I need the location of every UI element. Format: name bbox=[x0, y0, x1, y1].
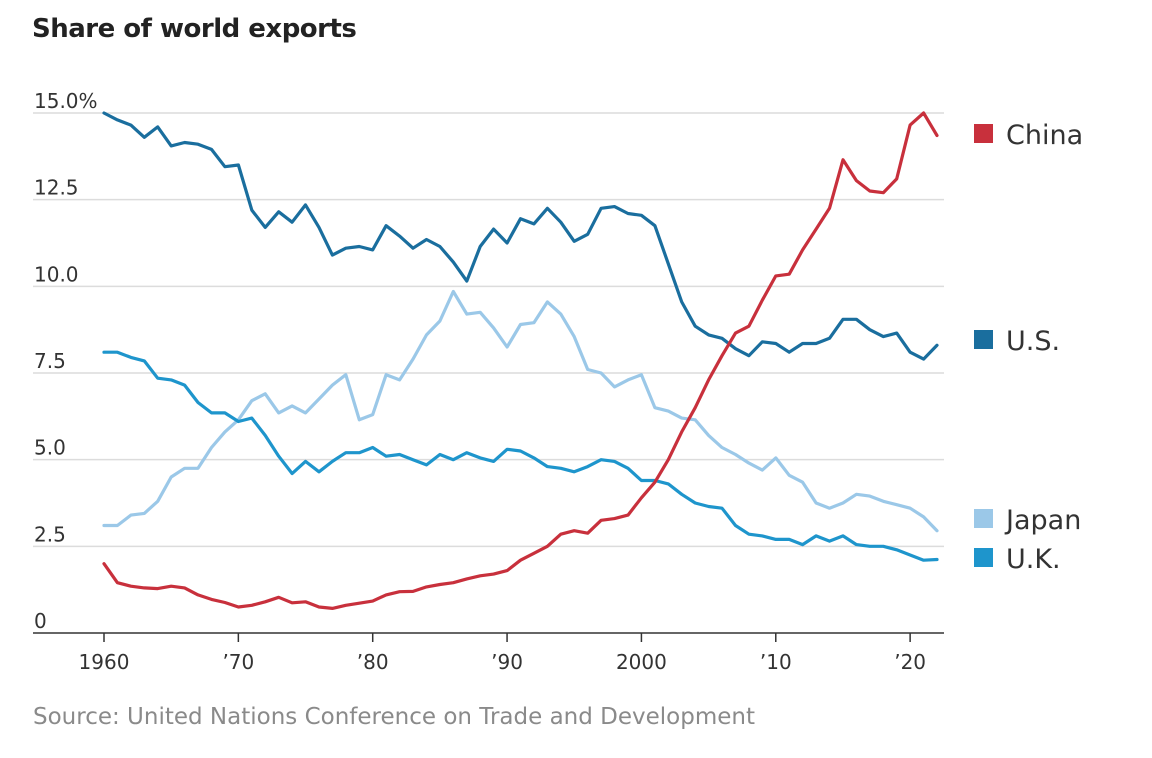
y-tick-label: 10.0 bbox=[34, 262, 79, 286]
series-line-us bbox=[102, 111, 939, 361]
legend-swatch bbox=[974, 330, 993, 349]
source-note: Source: United Nations Conference on Tra… bbox=[33, 704, 755, 730]
line-chart: 1960 ’70 ’80 ’90 2000 ’10 ’20 0 2.5 5.0 7.5 10.0 12… bbox=[33, 89, 1083, 674]
legend-swatch bbox=[974, 548, 993, 567]
series-line-china bbox=[102, 111, 939, 611]
series-line-uk bbox=[102, 350, 939, 562]
x-tick-label: ’20 bbox=[894, 650, 926, 674]
y-tick-label: 5.0 bbox=[34, 436, 66, 460]
x-tick-label: ’80 bbox=[357, 650, 389, 674]
y-tick-label: 7.5 bbox=[34, 349, 66, 373]
y-tick-label: 2.5 bbox=[34, 522, 66, 546]
y-tick-label: 12.5 bbox=[34, 176, 79, 200]
x-tick-label: 2000 bbox=[616, 650, 667, 674]
legend-label: Japan bbox=[1004, 505, 1081, 536]
x-tick-label: 1960 bbox=[79, 650, 130, 674]
series-lines bbox=[102, 111, 939, 611]
y-tick-label: 0 bbox=[34, 609, 47, 633]
x-axis: 1960 ’70 ’80 ’90 2000 ’10 ’20 bbox=[33, 632, 944, 674]
legend-swatch bbox=[974, 124, 993, 143]
series-line-japan bbox=[102, 289, 939, 533]
y-tick-label: 15.0% bbox=[34, 89, 98, 113]
x-tick-label: ’70 bbox=[222, 650, 254, 674]
legend-label: U.S. bbox=[1006, 326, 1060, 357]
legend-label: U.K. bbox=[1006, 544, 1061, 575]
chart-title: Share of world exports bbox=[32, 14, 357, 44]
x-tick-label: ’10 bbox=[760, 650, 792, 674]
x-tick-label: ’90 bbox=[491, 650, 523, 674]
legend-swatch bbox=[974, 509, 993, 528]
legend-label: China bbox=[1006, 120, 1083, 151]
y-axis-labels: 0 2.5 5.0 7.5 10.0 12.5 15.0% bbox=[34, 89, 98, 633]
legend: China U.S. Japan U.K. bbox=[974, 120, 1083, 575]
